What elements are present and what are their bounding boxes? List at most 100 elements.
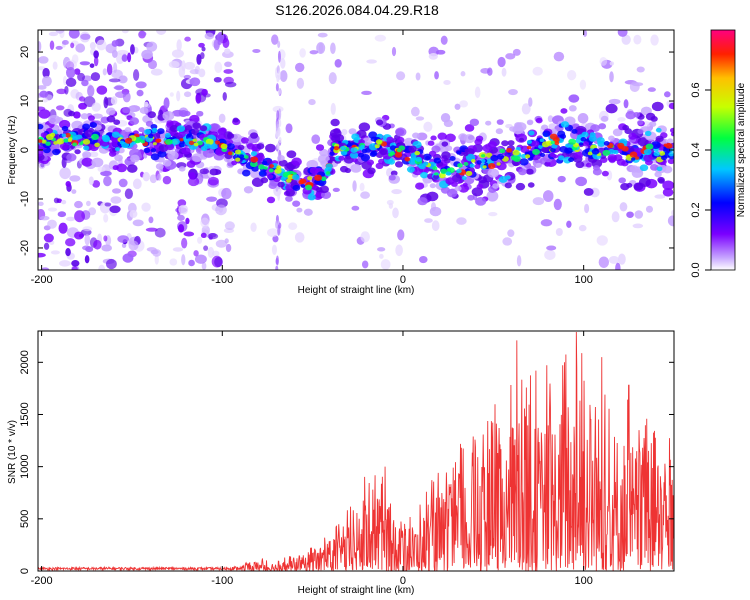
spectrogram-cell [117, 235, 129, 243]
spectrogram-cell [579, 79, 587, 90]
spectrogram-cell [516, 255, 522, 267]
spectrogram-cell [277, 40, 281, 49]
spectrogram-cell [386, 136, 394, 143]
spectrogram-cell [178, 109, 188, 118]
spectrogram-cell [96, 85, 108, 95]
snr-y-tick-label: 1000 [19, 454, 31, 478]
spec-y-tick-label: -10 [19, 191, 31, 207]
spectrogram-cell [231, 160, 238, 166]
spectrogram-cell [66, 153, 77, 162]
spectrogram-cell [55, 30, 65, 34]
spectrogram-cell [195, 92, 202, 104]
spectrogram-cell [554, 141, 560, 146]
spectrogram-cell [119, 140, 125, 145]
spectrogram-cell [542, 190, 554, 203]
spectrogram-cell [275, 255, 279, 266]
spectrogram-cell [501, 67, 507, 77]
spectrogram-cell [133, 69, 140, 81]
spectrogram-cell [250, 132, 259, 139]
spectrogram-cell [84, 233, 91, 246]
spectrogram-cell [547, 115, 554, 123]
spectrogram-cell [294, 62, 305, 73]
spectrogram-cell [476, 160, 482, 165]
spectrogram-cell [532, 148, 540, 156]
spectrogram-cell [84, 255, 90, 264]
spectrogram-cell [396, 136, 405, 144]
spectrogram-cell [560, 121, 570, 128]
spectrogram-cell [662, 188, 674, 197]
spectrogram-cell [394, 161, 404, 168]
spectrogram-cell [527, 182, 535, 188]
spectrogram-cell [518, 168, 527, 176]
spectrogram-cell [45, 133, 54, 141]
spectrogram-cell [178, 65, 186, 78]
spectrogram-cell [79, 61, 91, 66]
spectrogram-cell [629, 165, 639, 173]
spectrogram-cell [122, 106, 131, 114]
spectrogram-cell [61, 199, 67, 205]
spectrogram-cell [113, 62, 118, 74]
spectrogram-cell [434, 71, 439, 80]
spectrogram-cell [349, 151, 359, 159]
spectrogram-cell [308, 99, 316, 106]
spectrogram-cell [499, 148, 506, 154]
spectrogram-cell [151, 127, 158, 133]
spectrogram-cell [41, 75, 52, 87]
spectrogram-cell [148, 216, 154, 224]
spectrogram-cell [435, 49, 446, 55]
spectrogram-cell [109, 205, 121, 214]
spectrogram-cell [198, 68, 206, 78]
spectrogram-cell [126, 164, 138, 173]
spectrogram-cell [71, 189, 77, 194]
spectrogram-cell [89, 41, 96, 50]
spectrogram-cell [504, 182, 512, 189]
spectrogram-cell [291, 157, 302, 166]
spectrogram-cell [192, 122, 201, 129]
spectrogram-cell [167, 150, 179, 160]
spectrogram-cell [215, 239, 228, 248]
spectrogram-cell [154, 254, 159, 265]
spectrogram-cell [157, 173, 162, 181]
spectrogram-cell [497, 56, 506, 68]
spectrogram-cell [163, 97, 170, 109]
spectrogram-cell [625, 111, 636, 120]
spectrogram-cell [278, 136, 282, 144]
spectrogram-cell [225, 243, 232, 253]
spectrogram-cell [626, 182, 633, 188]
spectrogram-cell [200, 217, 210, 228]
spectrogram-cell [188, 140, 195, 146]
spectrogram-cell [66, 216, 76, 222]
spectrogram-cell [539, 138, 545, 143]
spectrogram-cell [111, 131, 120, 138]
spectrogram-cell [397, 229, 405, 241]
spectrogram-cell [172, 247, 184, 252]
spectrogram-cell [136, 89, 144, 97]
spectrogram-cell [671, 209, 674, 216]
spectrogram-cell [71, 266, 78, 270]
spectrogram-cell [93, 50, 99, 59]
spectrogram-cell [454, 103, 461, 110]
spectrogram-cell [38, 85, 47, 90]
spectrogram-cell [583, 188, 594, 196]
spectrogram-cell [412, 132, 420, 139]
spectrogram-cell [643, 148, 652, 156]
spectrogram-cell [132, 219, 144, 227]
spectrogram-cell [57, 211, 67, 218]
spectrogram-cell [38, 41, 42, 52]
spectrogram-cell [250, 169, 262, 179]
spectrogram-cell [90, 72, 101, 82]
spectrogram-cell [121, 30, 129, 34]
spectrogram-cell [464, 148, 470, 153]
spectrogram-cell [540, 219, 553, 227]
spectrogram-x-ticks: -200 -100 0 100 [31, 30, 593, 286]
spectrogram-x-label: Height of straight line (km) [298, 285, 415, 296]
spectrogram-cell [367, 167, 376, 175]
spectrogram-cell [38, 252, 46, 258]
spectrogram-cell [568, 157, 575, 163]
spectrogram-cell [307, 193, 316, 201]
spectrogram-cell [164, 133, 171, 138]
spectrogram-cell [390, 170, 398, 176]
snr-y-tick-label: 0 [19, 568, 31, 574]
spectrogram-cell [250, 222, 257, 233]
snr-y-tick-label: 500 [19, 510, 31, 528]
